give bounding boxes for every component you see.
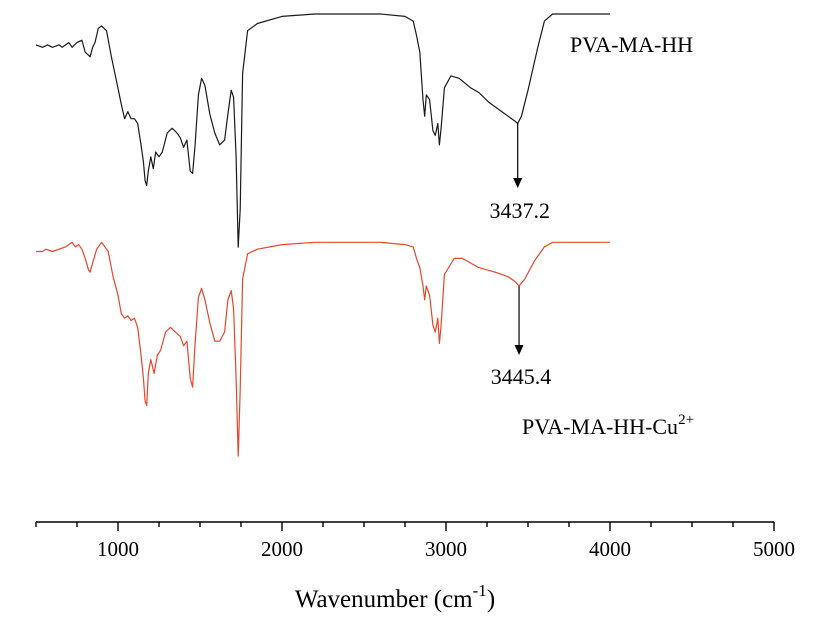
peak-annotations: 3437.2 3445.4 [489,123,551,389]
series-label-1: PVA-MA-HH [570,32,693,57]
x-tick-label: 1000 [97,537,139,561]
x-axis-title: Wavenumber (cm-1) [295,581,495,613]
x-tick-label: 4000 [589,537,631,561]
x-tick-label: 2000 [261,537,303,561]
series-label-2: PVA-MA-HH-Cu2+ [522,412,694,439]
peak-annotation-label: 3437.2 [489,198,550,223]
annotation-arrowhead [513,178,523,188]
x-axis: 1000 2000 3000 4000 5000 [35,521,795,561]
peak-annotation-label: 3445.4 [491,364,552,389]
x-tick-label: 5000 [753,537,795,561]
series-group [35,13,610,457]
annotation-arrowhead [514,345,524,355]
series-line-2 [36,241,610,457]
x-tick-label: 3000 [425,537,467,561]
series-line-1 [35,13,610,248]
series-labels: PVA-MA-HH PVA-MA-HH-Cu2+ [522,32,694,439]
